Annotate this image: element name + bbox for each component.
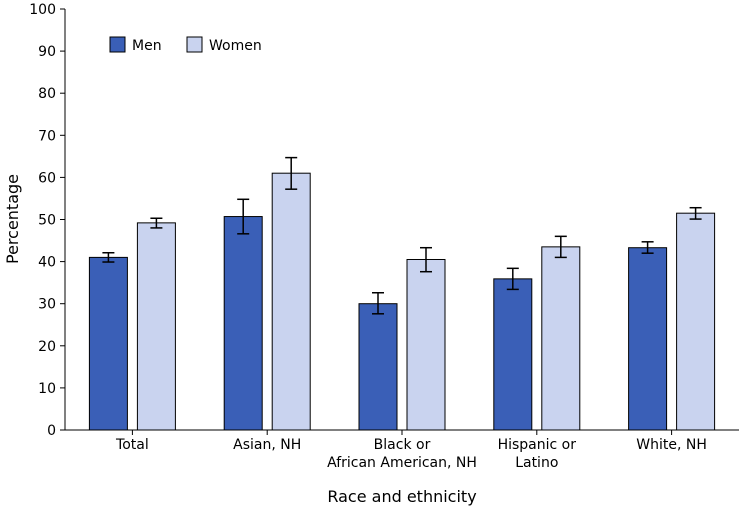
y-tick-label: 60	[38, 170, 56, 186]
legend-label-women: Women	[209, 38, 262, 54]
error-bars-layer	[102, 156, 702, 315]
legend: Men Women	[109, 36, 262, 54]
y-tick-label: 0	[47, 423, 56, 439]
error-bar-women-total	[150, 217, 163, 229]
error-bar-men-white-nh	[641, 241, 654, 254]
legend-label-men: Men	[132, 38, 162, 54]
bar-men-total	[88, 256, 128, 431]
x-tick-label: African American, NH	[327, 455, 477, 471]
error-bar-men-asian-nh	[237, 198, 250, 235]
legend-swatch-men	[109, 36, 126, 53]
bar-men-asian-nh	[223, 216, 263, 431]
bar-men-black-or-african-american-nh	[358, 303, 398, 431]
x-tick-label: Total	[115, 437, 149, 453]
bar-women-total	[136, 222, 176, 431]
bar-women-black-or-african-american-nh	[406, 258, 446, 431]
y-tick-label: 20	[38, 339, 56, 355]
bar-women-asian-nh	[271, 172, 311, 431]
bar-men-white-nh	[628, 247, 668, 431]
error-bar-women-white-nh	[689, 206, 702, 220]
y-tick-label: 40	[38, 255, 56, 271]
legend-item-men: Men	[109, 36, 162, 54]
error-bar-women-hispanic-or-latino	[554, 235, 567, 259]
legend-item-women: Women	[186, 36, 262, 54]
y-tick-label: 100	[29, 2, 56, 18]
bars-layer	[88, 172, 716, 431]
error-bar-men-black-or-african-american-nh	[372, 292, 384, 315]
bar-women-white-nh	[676, 212, 716, 431]
x-tick-label: Hispanic or	[498, 437, 577, 453]
x-tick-label: Latino	[515, 455, 558, 471]
x-tick-label: Black or	[374, 437, 431, 453]
error-bar-women-asian-nh	[285, 156, 298, 190]
bar-women-hispanic-or-latino	[541, 246, 581, 431]
y-tick-label: 90	[38, 44, 56, 60]
legend-swatch-women	[186, 36, 203, 53]
y-tick-label: 10	[38, 381, 56, 397]
error-bar-women-black-or-african-american-nh	[420, 246, 432, 273]
bar-men-hispanic-or-latino	[493, 278, 533, 431]
error-bar-men-hispanic-or-latino	[506, 267, 519, 291]
error-bar-men-total	[102, 252, 115, 263]
y-ticks-layer: 0 10 20 30 40 50 60 70 80 90 100	[29, 2, 65, 439]
y-axis-title: Percentage	[3, 174, 22, 264]
x-axis-title: Race and ethnicity	[327, 487, 476, 506]
x-ticks-layer: Total Asian, NH Black or African American, …	[115, 430, 707, 471]
y-tick-label: 30	[38, 297, 56, 313]
y-tick-label: 80	[38, 86, 56, 102]
x-tick-label: Asian, NH	[233, 437, 301, 453]
y-tick-label: 70	[38, 128, 56, 144]
x-tick-label: White, NH	[636, 437, 707, 453]
y-tick-label: 50	[38, 213, 56, 229]
